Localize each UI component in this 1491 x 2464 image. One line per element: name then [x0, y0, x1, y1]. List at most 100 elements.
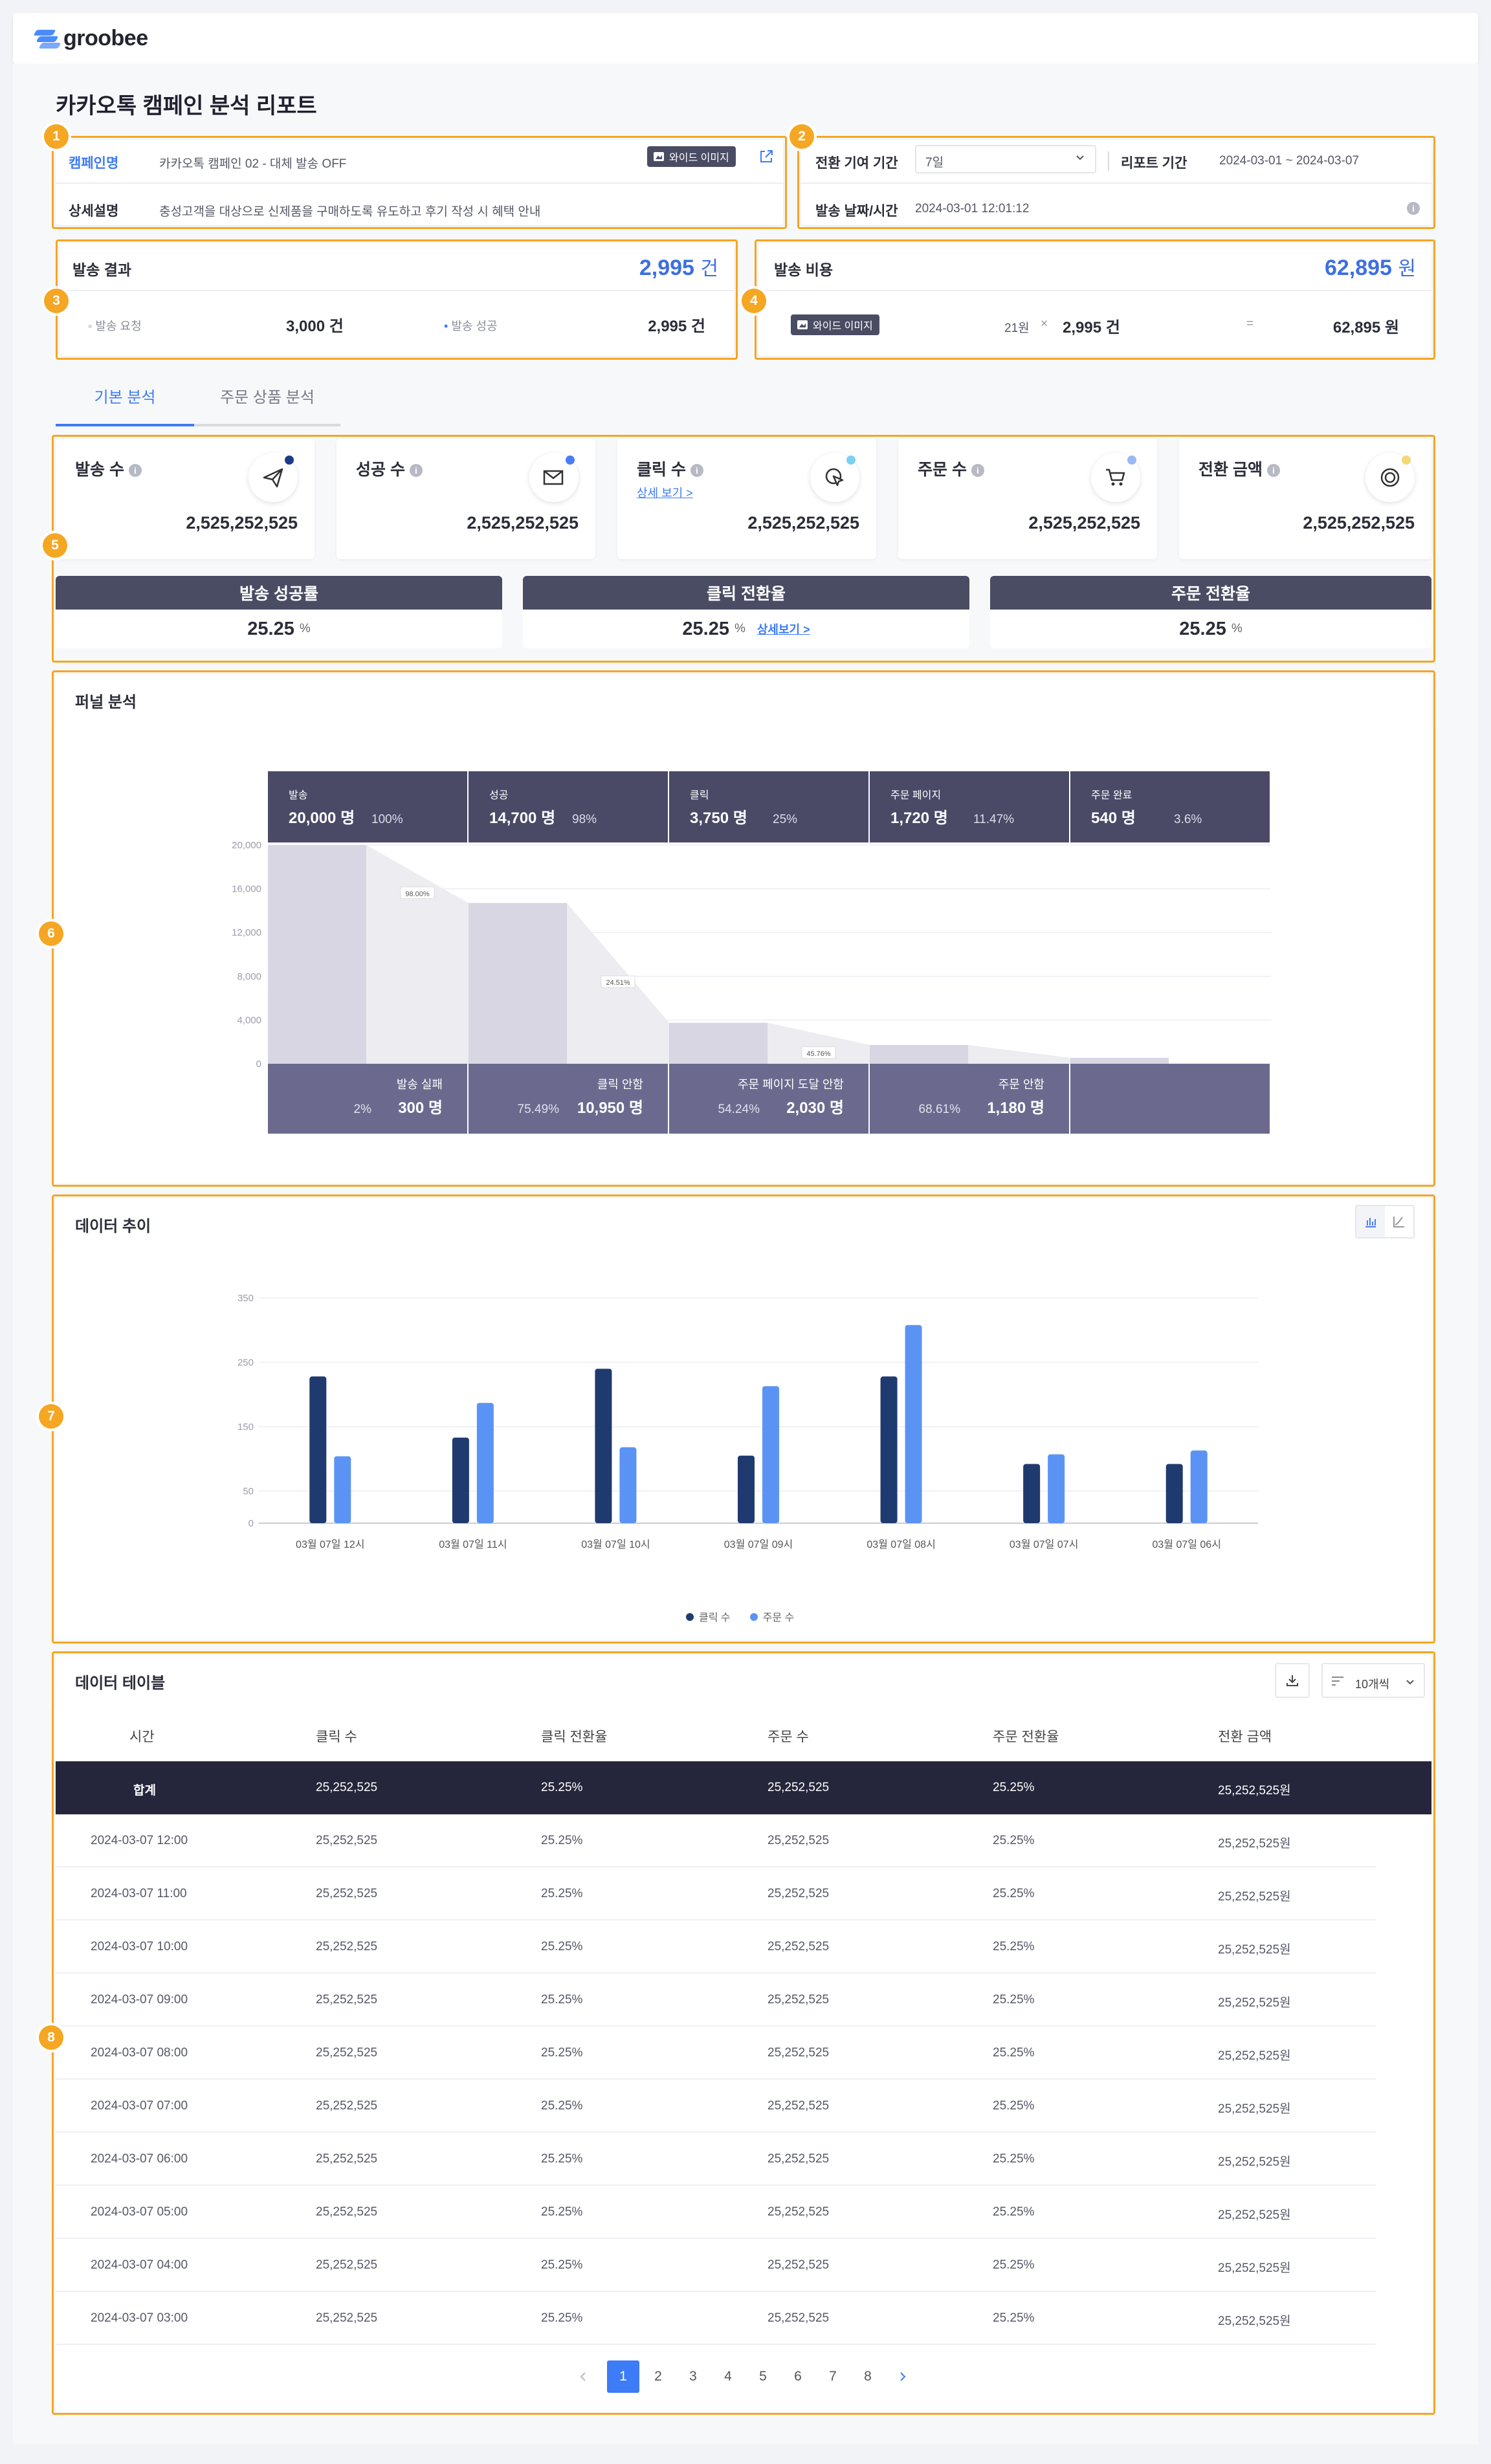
bar-orders[interactable] — [334, 1456, 351, 1523]
table-title: 데이터 테이블 — [56, 1655, 1431, 1707]
annotation-badge-1: 1 — [44, 124, 69, 149]
funnel-chart: 20,000 16,000 12,000 8,000 4,000 0 98.00% 24.51… — [232, 771, 1271, 1134]
kpi-value: 2,525,252,525 — [1303, 513, 1415, 533]
funnel-drop-name: 발송 실패 — [397, 1078, 443, 1091]
info-icon[interactable]: i — [409, 464, 423, 478]
info-icon[interactable]: i — [1266, 464, 1280, 478]
send-cost-label: 발송 비용 — [774, 261, 834, 278]
funnel-stage-name: 성공 — [489, 789, 508, 801]
send-success-label: • 발송 성공 — [444, 320, 498, 333]
download-button[interactable] — [1275, 1663, 1310, 1698]
page-title: 카카오톡 캠페인 분석 리포트 — [56, 94, 317, 118]
funnel-y-tick: 0 — [256, 1059, 261, 1070]
bar-clicks[interactable] — [1165, 1464, 1183, 1523]
logo[interactable]: groobee — [33, 26, 148, 51]
trend-x-tick: 03월 07일 11시 — [439, 1539, 507, 1550]
trend-x-tick: 03월 07일 08시 — [867, 1539, 935, 1550]
funnel-conv-label-bg — [400, 886, 435, 899]
bar-orders[interactable] — [619, 1447, 637, 1523]
funnel-drop-pct: 54.24% — [718, 1103, 760, 1116]
info-icon[interactable]: i — [971, 464, 984, 478]
tab-basic-analysis[interactable]: 기본 분석 — [56, 384, 194, 426]
divider — [758, 290, 1431, 291]
chart-type-toggle — [1355, 1205, 1415, 1238]
external-link-icon[interactable] — [758, 149, 774, 164]
campaign-name-value: 카카오톡 캠페인 02 - 대체 발송 OFF — [159, 157, 347, 171]
trend-x-tick: 03월 07일 12시 — [296, 1539, 364, 1550]
funnel-stage-pct: 11.47% — [973, 813, 1014, 826]
annotation-badge-7: 7 — [39, 1404, 63, 1429]
image-type-chip: 와이드 이미지 — [791, 314, 879, 335]
kpi-detail-link[interactable]: 상세 보기 > — [637, 487, 693, 500]
page-number-button[interactable]: 8 — [864, 2369, 872, 2384]
bar-clicks[interactable] — [595, 1369, 612, 1523]
trend-body — [56, 1250, 1431, 1640]
divider — [60, 290, 734, 291]
funnel-y-tick: 4,000 — [237, 1015, 261, 1026]
next-page-icon[interactable] — [893, 2360, 912, 2393]
page-number-button[interactable]: 5 — [759, 2369, 767, 2384]
page-size-select[interactable]: 10개씩 — [1321, 1663, 1425, 1698]
page-number-button[interactable]: 7 — [829, 2369, 837, 2384]
bar-clicks[interactable] — [452, 1437, 469, 1523]
bar-clicks[interactable] — [880, 1376, 898, 1523]
funnel-stage-name: 주문 페이지 — [890, 789, 941, 801]
period-info-box — [797, 136, 1435, 229]
bar-orders[interactable] — [1190, 1450, 1208, 1523]
funnel-title: 퍼널 분석 — [56, 674, 1431, 726]
info-icon[interactable]: i — [128, 464, 142, 478]
kpi-card-order: 주문 수 i 2,525,252,525 — [898, 439, 1157, 559]
rate-card-send-success: 발송 성공률 25.25% — [56, 576, 502, 648]
funnel-connector — [768, 1022, 870, 1064]
bar-clicks[interactable] — [738, 1455, 755, 1523]
annotation-badge-2: 2 — [790, 124, 814, 149]
funnel-y-tick: 16,000 — [232, 884, 261, 895]
funnel-stage-name: 주문 완료 — [1091, 789, 1132, 801]
trend-y-tick: 0 — [248, 1518, 254, 1529]
info-icon[interactable]: i — [1407, 202, 1420, 215]
page-number-button[interactable]: 6 — [794, 2369, 802, 2384]
bar-orders[interactable] — [905, 1325, 922, 1523]
annotation-badge-8: 8 — [39, 2025, 63, 2050]
bar-orders[interactable] — [762, 1386, 779, 1523]
bar-orders[interactable] — [476, 1403, 494, 1523]
info-icon[interactable]: i — [690, 464, 703, 478]
image-icon — [654, 152, 664, 161]
cost-count: 2,995 건 — [1063, 319, 1120, 336]
mail-check-icon — [529, 453, 579, 502]
page-number-button[interactable]: 1 — [607, 2360, 639, 2393]
funnel-stage-name: 클릭 — [690, 789, 709, 801]
image-icon — [797, 320, 808, 329]
cost-result: 62,895 원 — [1332, 319, 1399, 336]
bar-clicks[interactable] — [1023, 1464, 1041, 1523]
funnel-stage-count: 3,750 명 — [690, 809, 747, 827]
rate-title: 발송 성공률 — [56, 576, 502, 610]
send-icon — [248, 453, 298, 502]
page-number-button[interactable]: 3 — [689, 2369, 697, 2384]
rate-title: 주문 전환율 — [990, 576, 1431, 610]
funnel-stage-header — [669, 771, 868, 842]
line-chart-icon[interactable] — [1385, 1206, 1413, 1237]
funnel-y-tick: 12,000 — [232, 927, 261, 938]
page-number-button[interactable]: 4 — [724, 2369, 732, 2384]
funnel-stage-header — [268, 771, 467, 842]
unit-price: 21원 — [1004, 322, 1030, 335]
contrib-period-select[interactable]: 7일 — [915, 145, 1096, 173]
rate-body: 25.25% — [990, 610, 1431, 648]
funnel-bar — [1070, 1057, 1169, 1064]
kpi-title: 성공 수 i — [356, 457, 423, 480]
annotation-badge-5: 5 — [43, 533, 67, 558]
rate-card-click-conversion: 클릭 전환율 25.25% 상세보기 > — [523, 576, 969, 648]
bar-clicks[interactable] — [309, 1376, 327, 1523]
kpi-title: 전환 금액 i — [1198, 457, 1280, 480]
kpi-title: 주문 수 i — [918, 457, 984, 480]
rate-detail-link[interactable]: 상세보기 > — [757, 623, 810, 636]
campaign-desc-label: 상세설명 — [69, 204, 119, 219]
funnel-conv-label: 24.51% — [606, 979, 630, 987]
prev-page-icon[interactable] — [573, 2360, 593, 2393]
bar-orders[interactable] — [1048, 1454, 1065, 1523]
top-bar — [13, 13, 1478, 63]
page-number-button[interactable]: 2 — [654, 2369, 662, 2384]
bar-chart-icon[interactable] — [1356, 1206, 1385, 1237]
tab-order-product-analysis[interactable]: 주문 상품 분석 — [194, 384, 340, 426]
